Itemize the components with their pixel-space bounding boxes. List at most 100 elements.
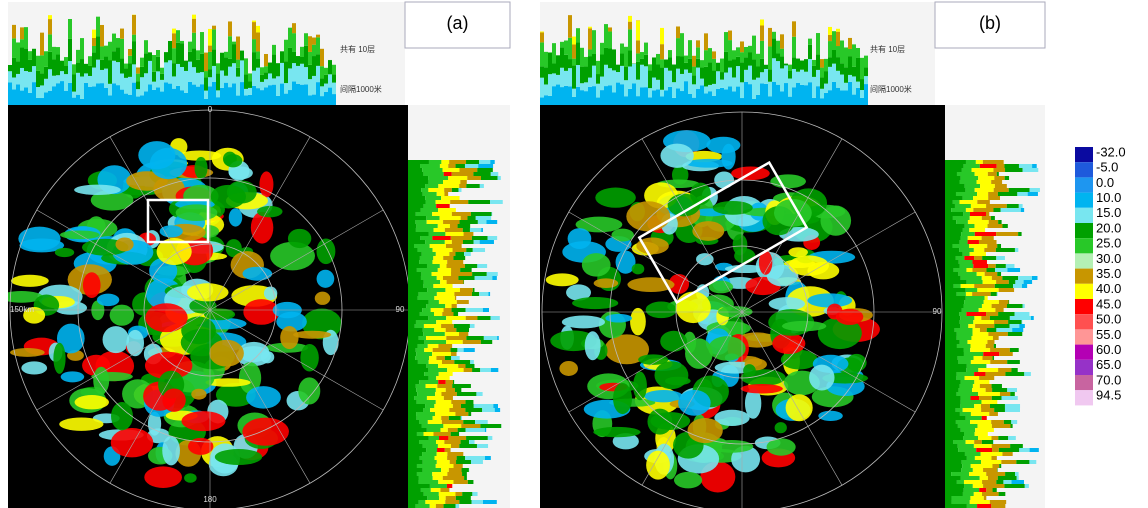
echo-row	[974, 404, 981, 408]
echo-column	[656, 65, 660, 80]
echo-row	[986, 204, 1007, 208]
echo-row	[963, 348, 970, 352]
echo-column	[16, 61, 20, 74]
echo-column	[632, 64, 636, 84]
echo-row	[485, 428, 486, 432]
echo-row	[408, 480, 419, 484]
echo-column	[680, 91, 684, 105]
echo-column	[540, 31, 544, 32]
echo-column	[624, 47, 628, 67]
echo-row	[970, 500, 990, 504]
echo-column	[44, 67, 48, 79]
echo-row	[945, 220, 956, 224]
echo-column	[76, 73, 80, 95]
echo-row	[408, 496, 427, 500]
echo-column	[244, 89, 248, 96]
echo-row	[469, 440, 474, 444]
echo-row	[1019, 204, 1023, 208]
echo-column	[188, 42, 192, 52]
echo-column	[212, 49, 216, 66]
echo-row	[465, 408, 482, 412]
echo	[103, 326, 130, 353]
echo-row	[424, 348, 432, 352]
legend-swatch	[1075, 284, 1093, 299]
echo-row	[487, 272, 498, 276]
echo-row	[975, 432, 988, 436]
echo-column	[204, 71, 208, 77]
legend-label: 20.0	[1096, 220, 1121, 235]
echo-column	[288, 28, 292, 48]
echo-row	[466, 160, 479, 164]
echo-row	[416, 388, 436, 392]
echo-row	[989, 220, 998, 224]
echo-row	[425, 200, 435, 204]
echo-column	[680, 33, 684, 56]
echo	[74, 185, 121, 195]
echo-column	[648, 97, 652, 105]
echo-row	[951, 472, 969, 476]
echo-column	[696, 68, 700, 89]
echo-column	[208, 52, 212, 69]
echo-column	[320, 49, 324, 66]
echo-row	[423, 328, 434, 332]
echo-row	[481, 340, 492, 344]
echo-column	[828, 57, 832, 67]
echo-column	[752, 80, 756, 99]
echo-column	[292, 82, 296, 105]
echo-column	[672, 98, 676, 105]
echo-column	[588, 27, 592, 29]
echo-column	[628, 22, 632, 30]
echo-column	[12, 38, 16, 58]
echo-row	[945, 436, 963, 440]
echo-column	[572, 44, 576, 58]
echo-column	[760, 26, 764, 41]
echo-row	[491, 368, 498, 372]
echo-column	[328, 88, 332, 105]
echo-row	[1013, 284, 1022, 288]
echo-column	[552, 43, 556, 63]
echo-column	[748, 66, 752, 84]
echo-column	[308, 65, 312, 79]
echo-row	[992, 444, 1010, 448]
echo-row	[970, 212, 986, 216]
echo-row	[458, 224, 471, 228]
echo-row	[945, 504, 967, 508]
echo-row	[945, 488, 964, 492]
echo-row	[408, 260, 419, 264]
echo-column	[608, 85, 612, 105]
echo-column	[712, 96, 716, 105]
echo-row	[961, 276, 982, 280]
echo-column	[156, 71, 160, 87]
echo-row	[966, 368, 978, 372]
echo-row	[408, 448, 426, 452]
echo-row	[997, 244, 1001, 248]
echo-row	[994, 176, 1004, 180]
echo-column	[816, 86, 820, 105]
echo-column	[24, 49, 28, 71]
echo-row	[945, 312, 959, 316]
echo-row	[945, 324, 960, 328]
echo-column	[732, 50, 736, 59]
echo-row	[962, 464, 971, 468]
echo-column	[752, 99, 756, 105]
echo-row	[998, 220, 1001, 224]
echo-column	[612, 49, 616, 70]
echo-column	[848, 49, 852, 56]
echo-column	[180, 67, 184, 90]
echo-row	[1024, 280, 1032, 284]
echo-row	[981, 460, 1001, 464]
echo-column	[772, 58, 776, 82]
echo-row	[451, 268, 460, 272]
echo-row	[979, 376, 994, 380]
echo-column	[748, 84, 752, 105]
echo-column	[620, 66, 624, 84]
echo-column	[540, 42, 544, 66]
echo-column	[204, 53, 208, 71]
echo-row	[967, 280, 983, 284]
echo-row	[1010, 444, 1023, 448]
echo-row	[408, 296, 418, 300]
echo-row	[958, 388, 972, 392]
echo-column	[692, 56, 696, 67]
echo-row	[447, 280, 464, 284]
echo-column	[280, 63, 284, 84]
